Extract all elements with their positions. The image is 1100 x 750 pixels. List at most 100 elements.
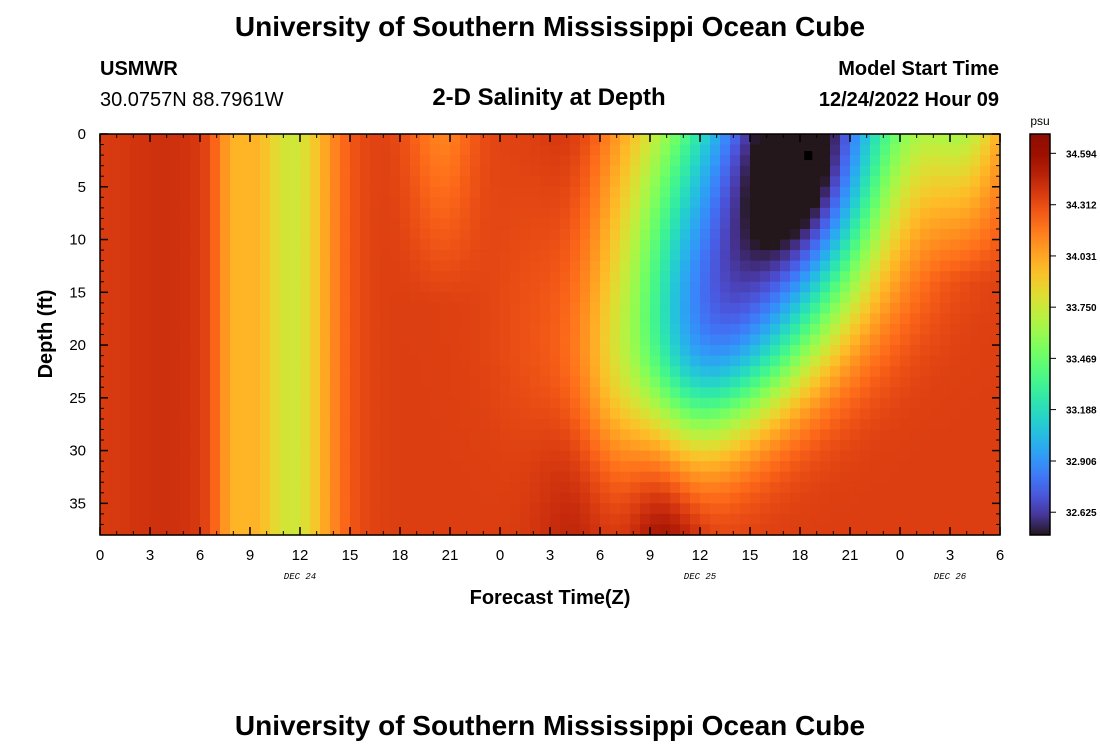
heatmap-cell xyxy=(400,239,411,251)
heatmap-cell xyxy=(830,165,841,177)
heatmap-cell xyxy=(540,207,551,220)
heatmap-cell xyxy=(800,313,811,325)
heatmap-cell xyxy=(860,239,871,251)
heatmap-cell xyxy=(920,313,931,325)
heatmap-cell xyxy=(870,440,881,452)
heatmap-cell xyxy=(290,345,301,357)
heatmap-cell xyxy=(610,292,621,304)
heatmap-cell xyxy=(150,408,161,420)
heatmap-cell xyxy=(130,271,141,283)
heatmap-cell xyxy=(100,366,111,378)
heatmap-cell xyxy=(520,155,531,167)
heatmap-cell xyxy=(840,186,851,198)
heatmap-cell xyxy=(210,366,221,378)
heatmap-cell xyxy=(190,471,201,483)
heatmap-cell xyxy=(120,155,131,167)
heatmap-cell xyxy=(920,176,931,188)
heatmap-cell xyxy=(860,440,871,452)
heatmap-cell xyxy=(320,165,331,177)
heatmap-cell xyxy=(410,144,421,156)
heatmap-cell xyxy=(250,292,261,304)
heatmap-cell xyxy=(480,176,491,188)
heatmap-cell xyxy=(670,302,681,314)
heatmap-cell xyxy=(830,186,841,198)
heatmap-cell xyxy=(240,302,251,314)
heatmap-cell xyxy=(330,186,341,198)
heatmap-cell xyxy=(140,408,151,420)
heatmap-cell xyxy=(290,429,301,441)
heatmap-cell xyxy=(960,429,971,441)
heatmap-cell xyxy=(940,429,951,441)
heatmap-cell xyxy=(100,134,111,146)
heatmap-cell xyxy=(150,271,161,283)
heatmap-cell xyxy=(660,165,671,177)
heatmap-cell xyxy=(730,176,741,188)
heatmap-cell xyxy=(330,144,341,156)
heatmap-cell xyxy=(670,239,681,251)
heatmap-cell xyxy=(950,482,961,494)
heatmap-cell xyxy=(700,228,711,241)
heatmap-cell xyxy=(570,292,581,304)
heatmap-cell xyxy=(810,418,821,431)
heatmap-cell xyxy=(860,482,871,494)
heatmap-cell xyxy=(280,387,291,399)
heatmap-cell xyxy=(160,260,171,272)
heatmap-cell xyxy=(900,281,911,293)
heatmap-cell xyxy=(260,207,271,220)
heatmap-cell xyxy=(790,461,801,473)
heatmap-cell xyxy=(430,155,441,167)
heatmap-cell xyxy=(880,302,891,314)
heatmap-cell xyxy=(250,281,261,293)
heatmap-cell xyxy=(500,418,511,431)
heatmap-cell xyxy=(340,450,351,462)
heatmap-cell xyxy=(840,197,851,209)
heatmap-cell xyxy=(670,440,681,452)
heatmap-cell xyxy=(630,218,641,230)
heatmap-cell xyxy=(800,513,811,526)
heatmap-cell xyxy=(990,408,1001,420)
date-label: DEC 25 xyxy=(684,572,717,582)
heatmap-cell xyxy=(230,302,241,314)
heatmap-cell xyxy=(360,250,371,262)
heatmap-cell xyxy=(360,376,371,388)
heatmap-cell xyxy=(390,207,401,220)
heatmap-cell xyxy=(310,228,321,241)
heatmap-cell xyxy=(660,471,671,483)
heatmap-cell xyxy=(270,250,281,262)
heatmap-cell xyxy=(240,376,251,388)
heatmap-cell xyxy=(480,387,491,399)
heatmap-cell xyxy=(140,323,151,336)
heatmap-cell xyxy=(120,482,131,494)
heatmap-cell xyxy=(810,281,821,293)
heatmap-cell xyxy=(880,429,891,441)
heatmap-cell xyxy=(480,355,491,367)
heatmap-cell xyxy=(780,387,791,399)
heatmap-cell xyxy=(950,524,961,536)
heatmap-cell xyxy=(910,186,921,198)
heatmap-cell xyxy=(370,207,381,220)
heatmap-cell xyxy=(100,281,111,293)
x-tick-label: 0 xyxy=(496,547,504,564)
heatmap-cell xyxy=(380,366,391,378)
heatmap-cell xyxy=(940,408,951,420)
heatmap-cell xyxy=(230,450,241,462)
heatmap-cell xyxy=(560,376,571,388)
heatmap-cell xyxy=(590,366,601,378)
heatmap-cell xyxy=(570,482,581,494)
heatmap-cell xyxy=(940,471,951,483)
heatmap-cell xyxy=(180,302,191,314)
heatmap-cell xyxy=(730,165,741,177)
heatmap-cell xyxy=(180,450,191,462)
heatmap-cell xyxy=(520,345,531,357)
heatmap-cell xyxy=(180,355,191,367)
heatmap-cell xyxy=(230,355,241,367)
heatmap-cell xyxy=(400,292,411,304)
heatmap-cell xyxy=(420,492,431,504)
heatmap-cell xyxy=(380,260,391,272)
heatmap-cell xyxy=(240,176,251,188)
heatmap-cell xyxy=(550,461,561,473)
heatmap-cell xyxy=(890,345,901,357)
heatmap-cell xyxy=(390,355,401,367)
heatmap-cell xyxy=(220,387,231,399)
heatmap-cell xyxy=(600,302,611,314)
